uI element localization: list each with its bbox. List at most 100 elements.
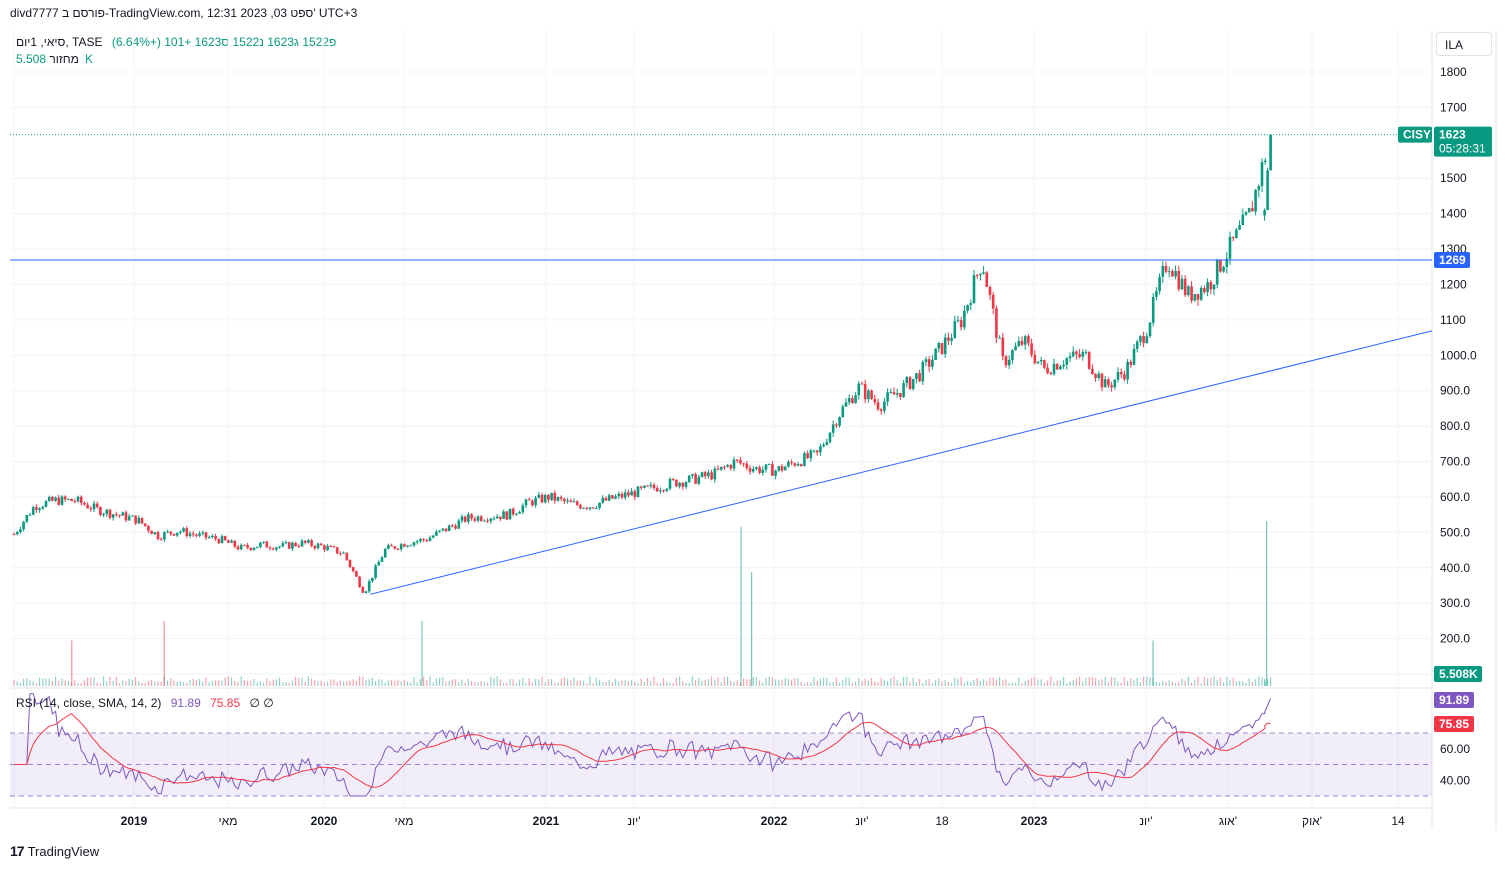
candle-body — [19, 529, 22, 533]
volume-bar — [346, 680, 348, 686]
volume-bar — [1117, 681, 1119, 686]
candle-body — [38, 508, 41, 510]
time-axis[interactable]: 2019 מאי 2020 מאי 2021 יונ' 2022 יונ' 18 2023 יונ'… — [121, 814, 1405, 828]
rsi-pane — [10, 693, 1432, 797]
volume-spike — [163, 621, 165, 686]
volume-label: מחזור — [49, 52, 79, 66]
volume-bar — [1098, 680, 1100, 686]
rsi-sma-tag-text: 75.85 — [1439, 717, 1469, 731]
candle-body — [739, 459, 742, 464]
volume-bar — [1229, 679, 1231, 686]
price-tick-label: 500.0 — [1440, 525, 1470, 539]
candle-body — [1266, 170, 1269, 211]
candle-body — [681, 482, 685, 487]
volume-bar — [298, 678, 300, 686]
volume-spike — [740, 526, 742, 686]
candle-body — [374, 565, 377, 578]
volume-bar — [1270, 677, 1272, 686]
volume-legend[interactable]: מחזור 5.508K — [16, 52, 93, 66]
volume-bar — [138, 681, 140, 686]
volume-bar — [1239, 680, 1241, 686]
volume-bar — [67, 680, 69, 686]
volume-bar — [941, 681, 943, 686]
volume-bars — [13, 521, 1272, 686]
volume-bar — [45, 678, 47, 686]
candle-body — [105, 509, 109, 515]
candle-body — [1103, 379, 1107, 388]
tradingview-footer[interactable]: 17 TradingView — [10, 843, 99, 859]
volume-bar — [1235, 681, 1237, 686]
volume-bar — [851, 683, 853, 686]
candle-body — [28, 514, 32, 516]
symbol-legend[interactable]: סיאי, 1יום, TASE פ1522 ג1623 נ1522 ס1623… — [16, 35, 336, 49]
candle-body — [1075, 351, 1078, 355]
volume-bar — [973, 679, 975, 686]
candle-body — [1263, 210, 1266, 216]
volume-bar — [595, 677, 597, 686]
volume-bar — [893, 676, 895, 686]
volume-bar — [330, 679, 332, 686]
volume-bar — [349, 680, 351, 686]
volume-bar — [35, 683, 37, 686]
volume-bar — [144, 682, 146, 686]
candle-body — [707, 472, 710, 477]
candle-body — [745, 463, 749, 469]
volume-bar — [1005, 679, 1007, 686]
candle-body — [275, 547, 278, 550]
candle-body — [1059, 366, 1062, 370]
volume-bar — [205, 677, 207, 686]
volume-bar — [759, 680, 761, 686]
volume-bar — [202, 681, 204, 686]
candle-body — [719, 466, 723, 470]
volume-bar — [922, 683, 924, 686]
volume-bar — [890, 678, 892, 686]
volume-bar — [1024, 680, 1026, 686]
candle-body — [790, 461, 793, 464]
candle-body — [598, 502, 601, 509]
candle-body — [217, 539, 221, 544]
symbol-tag-text: CISY — [1403, 128, 1431, 142]
candle-body — [463, 516, 467, 522]
volume-bar — [74, 680, 76, 686]
candle-body — [1091, 368, 1094, 375]
volume-bar — [541, 676, 543, 686]
volume-bar — [291, 680, 293, 686]
volume-bar — [99, 683, 101, 686]
volume-bar — [515, 683, 517, 686]
candle-body — [1222, 266, 1225, 272]
volume-bar — [371, 677, 373, 686]
candle-body — [953, 321, 957, 339]
volume-bar — [1011, 682, 1013, 686]
rsi-tick-label: 40.00 — [1440, 773, 1470, 787]
volume-bar — [605, 681, 607, 686]
candle-body — [457, 520, 461, 529]
candle-body — [646, 485, 649, 487]
rsi-legend[interactable]: RSI (14, close, SMA, 14, 2) 91.89 75.85 … — [16, 696, 274, 710]
candle-body — [1030, 343, 1033, 355]
volume-bar — [432, 682, 434, 686]
candle-body — [614, 496, 617, 499]
candle-body — [483, 520, 486, 522]
volume-bar — [691, 676, 693, 686]
candle-body — [1036, 361, 1040, 364]
volume-bar — [631, 680, 633, 686]
volume-bar — [227, 676, 229, 686]
volume-bar — [461, 679, 463, 686]
volume-bar — [538, 679, 540, 686]
volume-bar — [563, 677, 565, 686]
time-tick-label: 2019 — [121, 814, 148, 828]
volume-bar — [387, 680, 389, 686]
volume-bar — [643, 681, 645, 686]
volume-bar — [931, 683, 933, 686]
currency-button[interactable]: ILA — [1436, 32, 1492, 56]
volume-bar — [1085, 677, 1087, 686]
volume-bar — [826, 677, 828, 686]
volume-bar — [167, 680, 169, 686]
candle-body — [899, 393, 902, 397]
candle-body — [687, 475, 691, 483]
volume-bar — [704, 679, 706, 686]
volume-bar — [554, 682, 556, 686]
candle-body — [364, 591, 368, 593]
candle-body — [684, 482, 688, 487]
